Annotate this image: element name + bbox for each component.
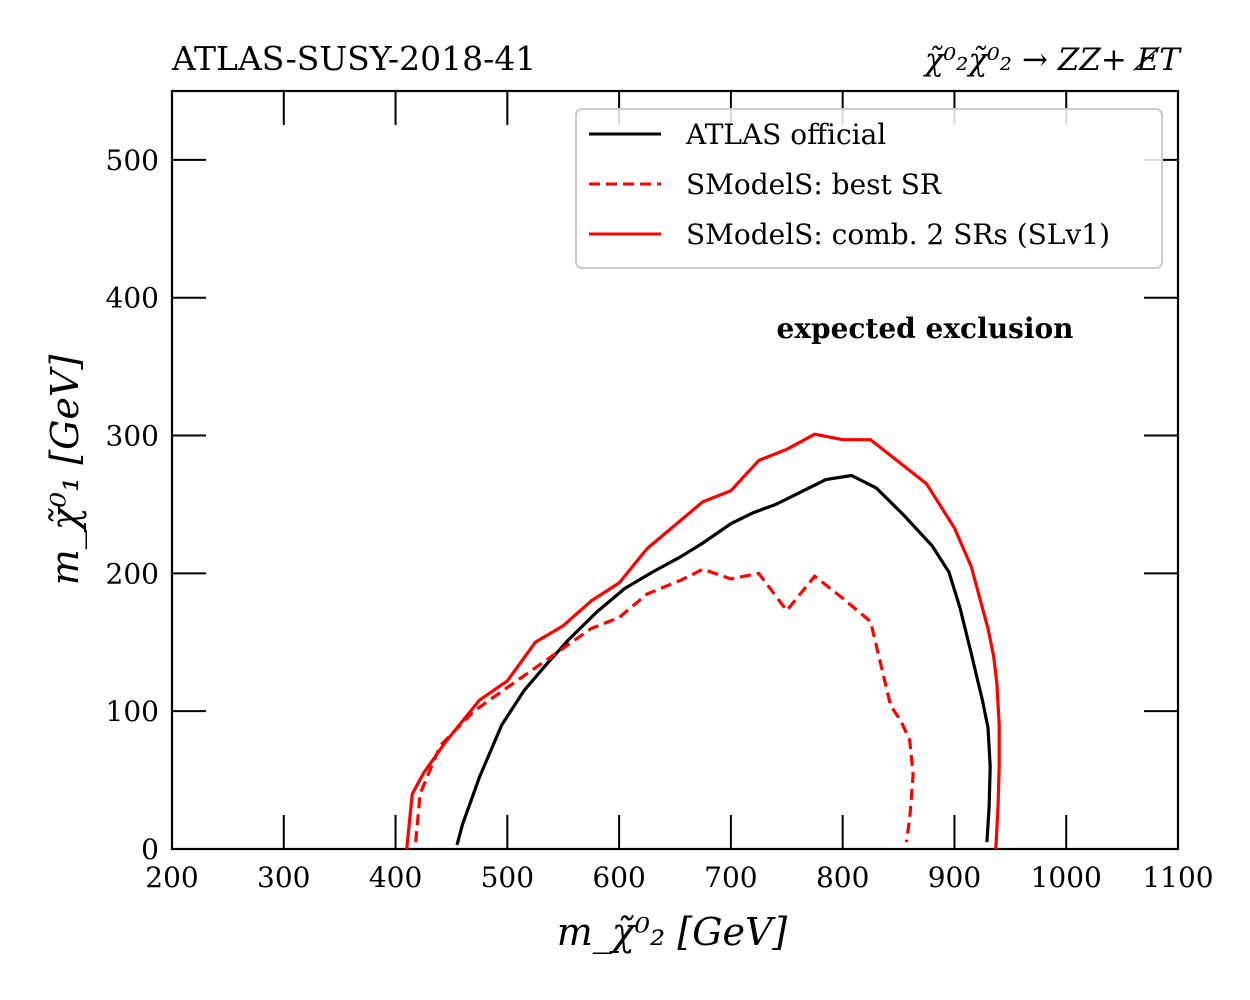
plot-area-frame bbox=[170, 89, 1180, 851]
x-tick-label-500: 500 bbox=[481, 861, 534, 894]
legend: ATLAS official SModelS: best SR SModelS:… bbox=[575, 108, 1163, 269]
legend-label-best-sr: SModelS: best SR bbox=[686, 168, 942, 201]
x-tick-label-900: 900 bbox=[928, 861, 981, 894]
x-axis-label: m_χ̃⁰₂ [GeV] bbox=[557, 910, 788, 955]
legend-box bbox=[575, 108, 1163, 269]
x-tick-label-200: 200 bbox=[145, 861, 198, 894]
y-tick-label-200: 200 bbox=[106, 557, 159, 590]
x-tick-label-1000: 1000 bbox=[1031, 861, 1102, 894]
chart-title-left: ATLAS-SUSY-2018-41 bbox=[171, 39, 536, 78]
series-line-smodels-combined bbox=[405, 432, 1001, 850]
x-tick-label-600: 600 bbox=[592, 861, 645, 894]
series-lines bbox=[405, 432, 1001, 850]
y-tick-label-300: 300 bbox=[106, 420, 159, 453]
series-line-atlas-official bbox=[455, 473, 992, 846]
y-tick-label-400: 400 bbox=[106, 282, 159, 315]
x-tick-label-1100: 1100 bbox=[1142, 861, 1213, 894]
x-tick-label-300: 300 bbox=[257, 861, 310, 894]
annotation-expected-exclusion: expected exclusion bbox=[776, 312, 1073, 345]
series-line-smodels-best-sr bbox=[414, 567, 915, 843]
legend-label-atlas: ATLAS official bbox=[685, 118, 886, 151]
y-tick-label-500: 500 bbox=[106, 144, 159, 177]
x-tick-label-700: 700 bbox=[704, 861, 757, 894]
legend-label-combined: SModelS: comb. 2 SRs (SLv1) bbox=[686, 218, 1110, 251]
chart-title-right: χ̃⁰₂χ̃⁰₂ → ZZ+ E̸T bbox=[923, 42, 1182, 78]
x-tick-label-400: 400 bbox=[369, 861, 422, 894]
y-tick-label-0: 0 bbox=[141, 833, 159, 866]
y-tick-label-100: 100 bbox=[106, 695, 159, 728]
y-axis-label: m_χ̃⁰₁ [GeV] bbox=[43, 355, 88, 586]
x-tick-label-800: 800 bbox=[816, 861, 869, 894]
